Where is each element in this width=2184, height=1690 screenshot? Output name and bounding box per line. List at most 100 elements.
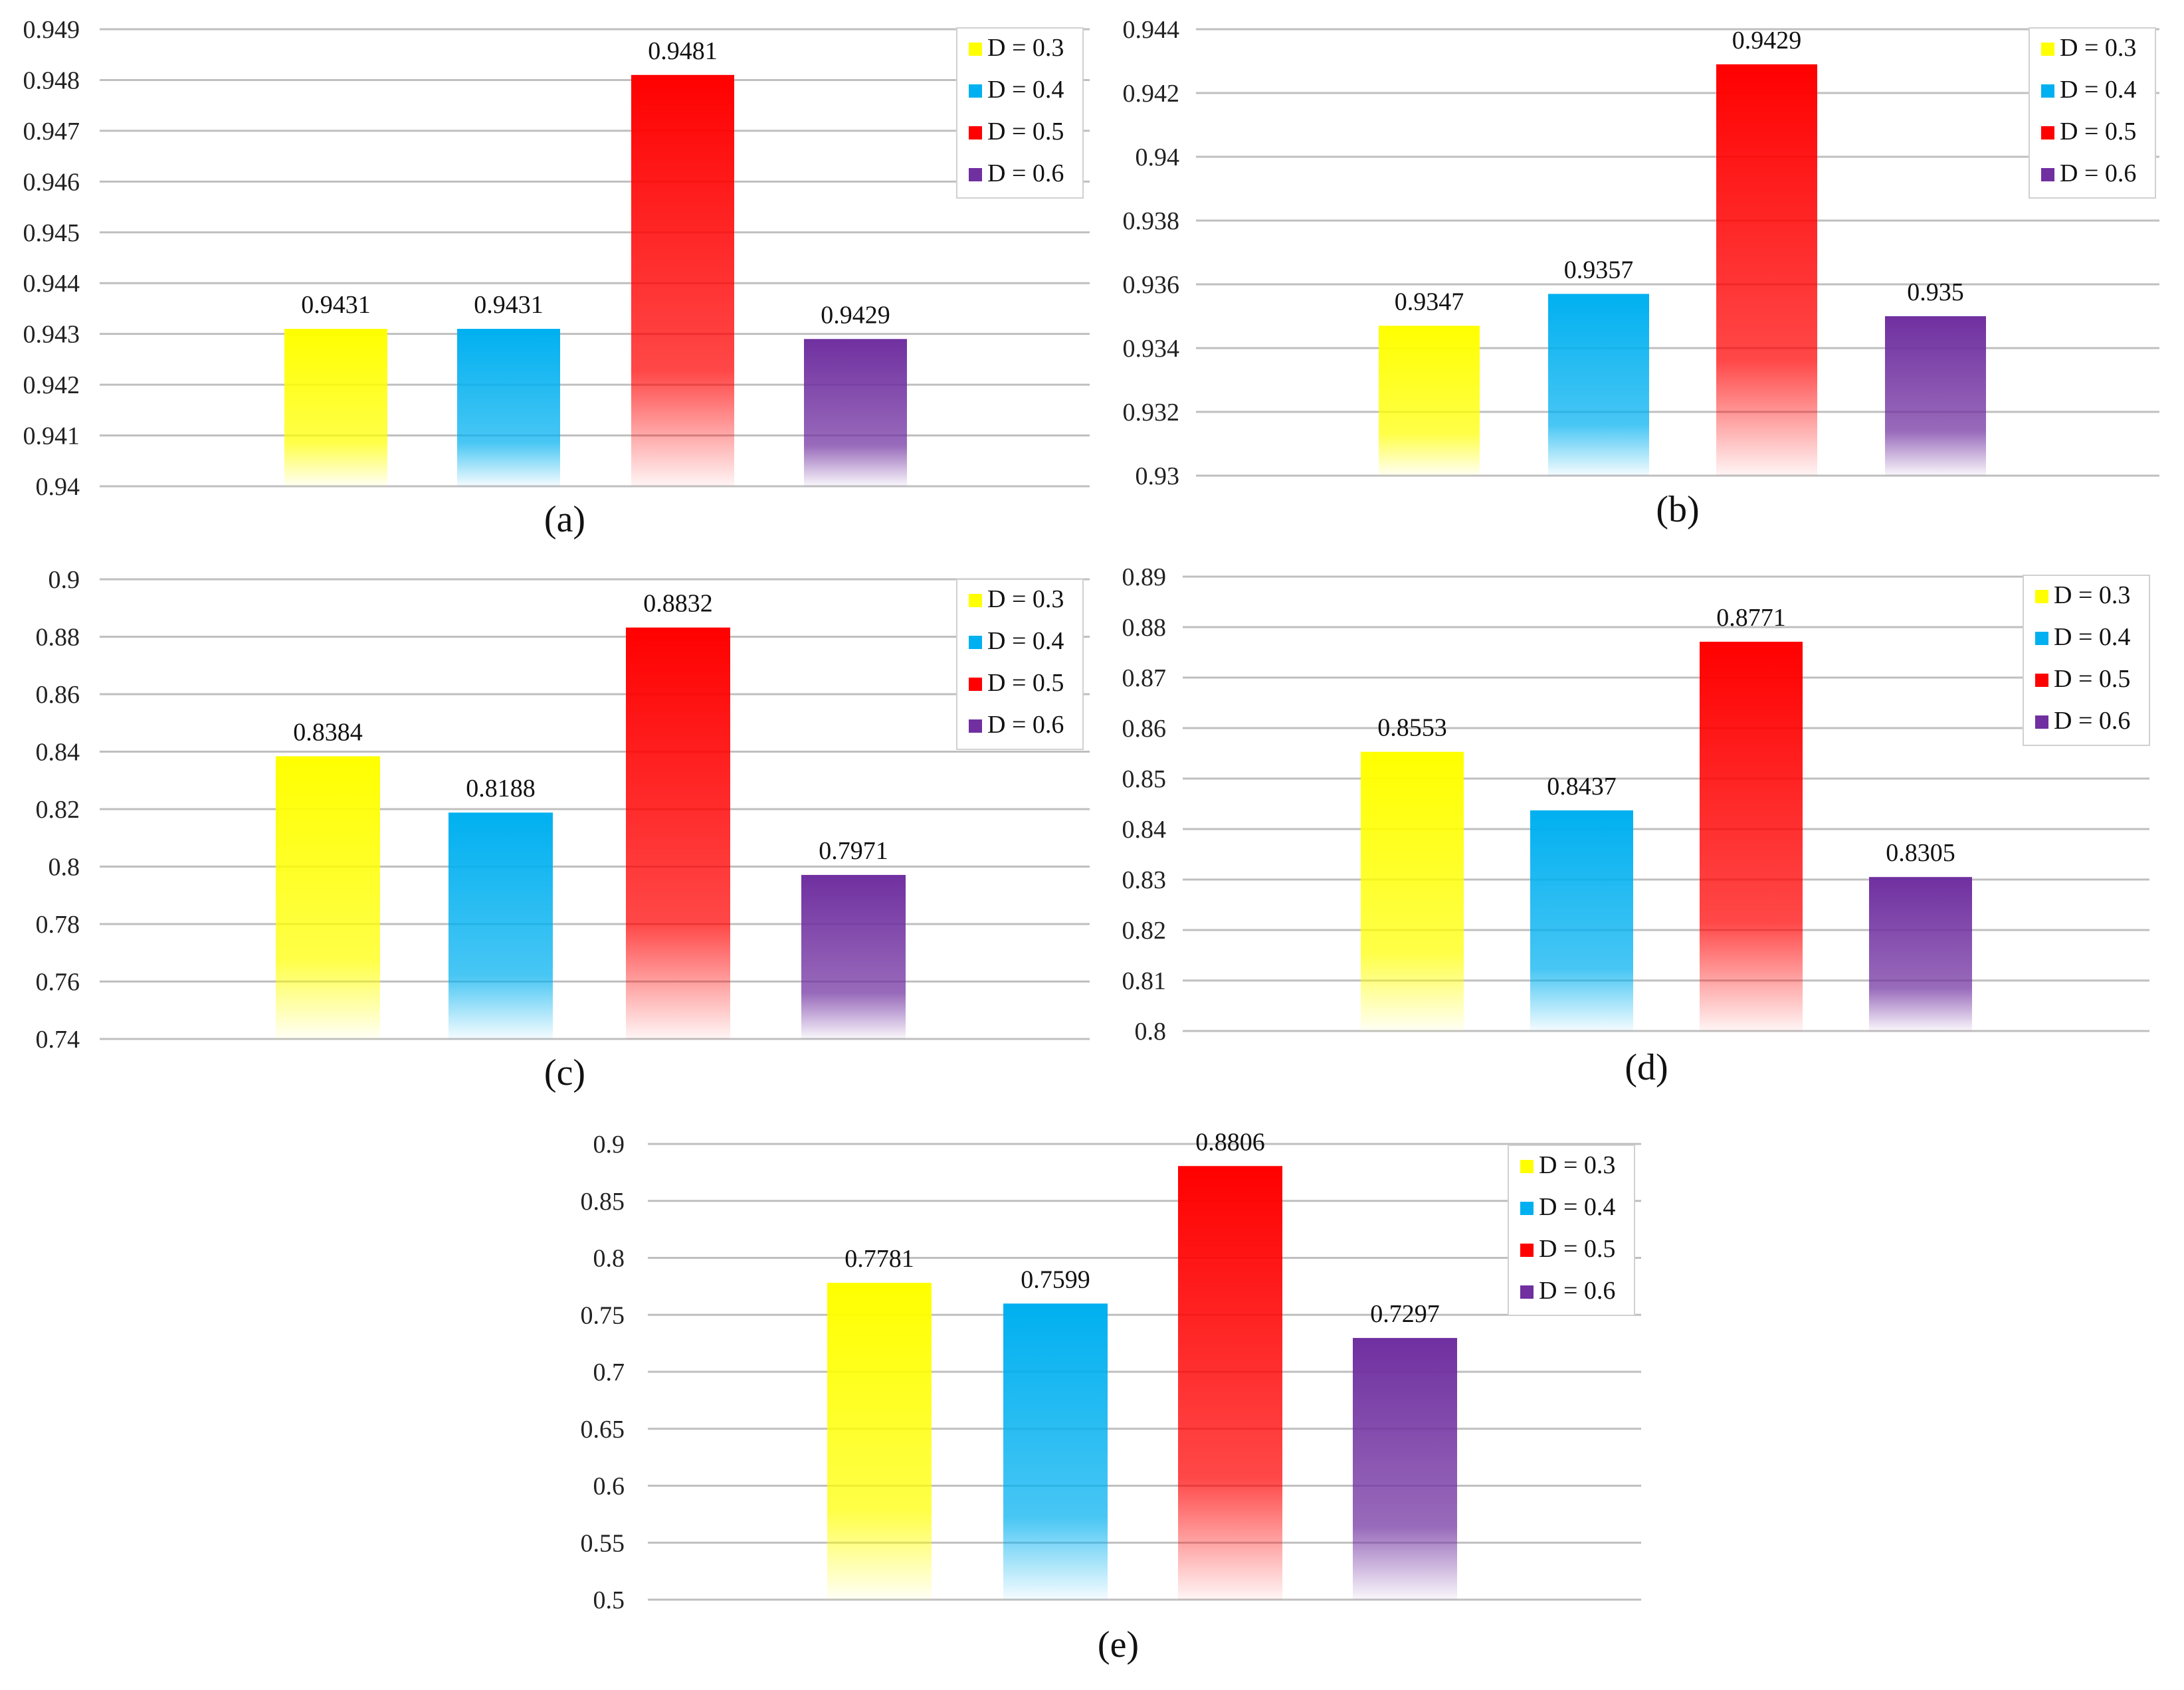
- data-label: 0.9431: [301, 291, 371, 319]
- y-tick-label: 0.936: [1123, 271, 1180, 299]
- data-label: 0.9431: [474, 291, 544, 319]
- y-tick-label: 0.88: [36, 624, 80, 652]
- data-label: 0.9481: [648, 37, 718, 65]
- legend-swatch: [969, 43, 982, 56]
- bar-0.6: [1869, 877, 1972, 1031]
- y-tick-label: 0.84: [1122, 816, 1167, 844]
- legend-label: D = 0.3: [1539, 1151, 1615, 1179]
- bar-0.4: [448, 812, 553, 1039]
- y-tick-label: 0.94: [36, 473, 80, 501]
- y-tick-label: 0.949: [23, 16, 80, 44]
- legend-swatch: [2035, 632, 2048, 645]
- y-tick-label: 0.75: [581, 1301, 625, 1329]
- legend-box: [956, 27, 1084, 199]
- bar-0.5: [626, 627, 730, 1039]
- legend-swatch: [1520, 1160, 1534, 1173]
- panel-caption: (b): [1656, 489, 1699, 530]
- y-tick-label: 0.55: [581, 1529, 625, 1557]
- y-tick-label: 0.942: [1123, 80, 1180, 108]
- y-tick-label: 0.932: [1123, 399, 1180, 426]
- y-tick-label: 0.89: [1122, 563, 1167, 591]
- legend-label: D = 0.5: [2054, 665, 2130, 693]
- y-tick-label: 0.6: [593, 1473, 625, 1501]
- chart-a: 0.94 0.941 0.942 0.943 0.944 0.945 0.946 0.947 0…: [23, 16, 1090, 540]
- y-tick-label: 0.9: [593, 1131, 625, 1159]
- legend-label: D = 0.5: [2060, 118, 2136, 145]
- bar-0.5: [1700, 642, 1803, 1031]
- bar-0.4: [1530, 810, 1633, 1031]
- data-label: 0.8771: [1716, 604, 1786, 632]
- legend-swatch: [969, 678, 982, 691]
- data-label: 0.9347: [1395, 288, 1464, 316]
- y-tick-label: 0.88: [1122, 614, 1167, 642]
- y-tick-label: 0.86: [36, 681, 80, 709]
- data-label: 0.7297: [1370, 1300, 1440, 1328]
- legend-swatch: [969, 719, 982, 733]
- data-label: 0.8553: [1377, 714, 1447, 742]
- legend-swatch: [1520, 1285, 1534, 1299]
- data-label: 0.8437: [1547, 773, 1617, 800]
- legend-label: D = 0.4: [2054, 623, 2130, 651]
- y-tick-label: 0.85: [581, 1188, 625, 1216]
- data-label: 0.935: [1907, 278, 1964, 306]
- data-label: 0.9429: [821, 301, 890, 329]
- legend-label: D = 0.5: [1539, 1235, 1615, 1263]
- y-tick-label: 0.7: [593, 1359, 625, 1386]
- legend-swatch: [2035, 715, 2048, 729]
- bar-0.6: [1353, 1338, 1457, 1600]
- legend-swatch: [2035, 674, 2048, 687]
- bar-0.6: [804, 339, 907, 486]
- legend-swatch: [969, 636, 982, 649]
- y-tick-label: 0.93: [1136, 462, 1180, 490]
- data-label: 0.9357: [1564, 256, 1634, 284]
- legend: D = 0.3 D = 0.4 D = 0.5 D = 0.6: [2029, 27, 2156, 199]
- y-tick-label: 0.943: [23, 321, 80, 349]
- y-tick-label: 0.74: [36, 1026, 80, 1054]
- y-tick-label: 0.8: [49, 854, 80, 882]
- y-tick-label: 0.945: [23, 219, 80, 247]
- legend-label: D = 0.6: [2054, 707, 2130, 735]
- y-tick-label: 0.942: [23, 371, 80, 399]
- bar-0.5: [1716, 64, 1817, 476]
- chart-c: 0.74 0.76 0.78 0.8 0.82 0.84 0.86 0.88 0.9 0.8384…: [36, 566, 1090, 1093]
- panel-caption: (a): [544, 499, 585, 540]
- bar-0.3: [276, 756, 380, 1039]
- legend-label: D = 0.6: [2060, 159, 2136, 187]
- legend-swatch: [1520, 1202, 1534, 1215]
- y-tick-label: 0.8: [1135, 1018, 1167, 1046]
- bar-0.5: [1178, 1166, 1282, 1600]
- bar-0.5: [631, 74, 734, 487]
- y-tick-label: 0.83: [1122, 866, 1167, 894]
- y-tick-label: 0.85: [1122, 765, 1167, 793]
- data-label: 0.8305: [1886, 839, 1955, 867]
- legend-label: D = 0.4: [987, 76, 1064, 104]
- legend-swatch: [1520, 1244, 1534, 1257]
- legend-label: D = 0.3: [2060, 34, 2136, 62]
- legend-label: D = 0.3: [987, 585, 1064, 613]
- chart-b: 0.93 0.932 0.934 0.936 0.938 0.94 0.942 0.944 0.…: [1123, 16, 2159, 530]
- legend-swatch: [2041, 126, 2054, 140]
- y-tick-label: 0.78: [36, 911, 80, 939]
- data-label: 0.8832: [643, 590, 713, 618]
- y-tick-label: 0.934: [1123, 335, 1180, 363]
- legend-label: D = 0.6: [1539, 1277, 1615, 1305]
- data-label: 0.7781: [844, 1245, 914, 1273]
- legend-label: D = 0.6: [987, 159, 1064, 187]
- legend-label: D = 0.4: [2060, 76, 2136, 104]
- y-tick-label: 0.938: [1123, 207, 1180, 235]
- legend-swatch: [2041, 43, 2054, 56]
- legend: D = 0.3 D = 0.4 D = 0.5 D = 0.6: [956, 579, 1084, 750]
- bar-0.3: [827, 1283, 932, 1600]
- y-tick-label: 0.941: [23, 423, 80, 450]
- y-tick-label: 0.5: [593, 1586, 625, 1614]
- y-tick-label: 0.9: [49, 566, 80, 594]
- legend-label: D = 0.4: [1539, 1193, 1615, 1221]
- y-tick-label: 0.86: [1122, 715, 1167, 743]
- y-tick-label: 0.946: [23, 168, 80, 196]
- y-tick-label: 0.76: [36, 969, 80, 996]
- bar-0.3: [284, 329, 387, 486]
- chart-d: 0.8 0.81 0.82 0.83 0.84 0.85 0.86 0.87 0.88 0.89 0…: [1122, 563, 2150, 1088]
- bar-0.6: [801, 875, 906, 1039]
- data-label: 0.9429: [1732, 27, 1802, 54]
- legend-swatch: [969, 126, 982, 140]
